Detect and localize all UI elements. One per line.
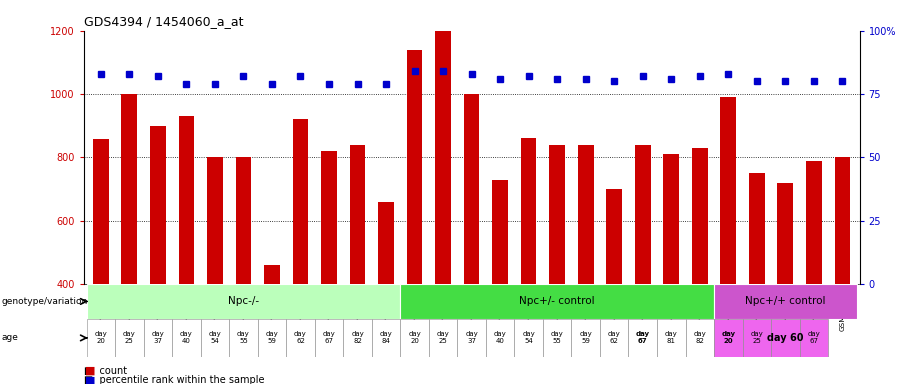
- Text: day
54: day 54: [209, 331, 221, 344]
- Bar: [150, 126, 166, 384]
- Text: day
67: day 67: [635, 331, 650, 344]
- Bar: [350, 145, 365, 384]
- Text: day
81: day 81: [665, 331, 678, 344]
- Bar: [264, 265, 280, 384]
- Bar: [343, 319, 372, 357]
- Text: genotype/variation: genotype/variation: [2, 297, 88, 306]
- Bar: [607, 189, 622, 384]
- Bar: [315, 319, 343, 357]
- Bar: [549, 145, 565, 384]
- Bar: [292, 119, 309, 384]
- Bar: [628, 319, 657, 357]
- Text: day
82: day 82: [351, 331, 364, 344]
- Text: day
40: day 40: [180, 331, 193, 344]
- Bar: [799, 319, 828, 357]
- Text: age: age: [2, 333, 19, 343]
- Text: day
55: day 55: [551, 331, 563, 344]
- Text: day 60: day 60: [767, 333, 804, 343]
- Text: day
25: day 25: [751, 331, 763, 344]
- Bar: [663, 154, 680, 384]
- Bar: [492, 180, 508, 384]
- Text: ■  count: ■ count: [84, 366, 127, 376]
- Bar: [634, 145, 651, 384]
- Text: day
37: day 37: [151, 331, 164, 344]
- Text: day
59: day 59: [266, 331, 278, 344]
- Text: day
59: day 59: [580, 331, 592, 344]
- Text: day
62: day 62: [608, 331, 621, 344]
- Text: day
67: day 67: [807, 331, 820, 344]
- Bar: [122, 94, 137, 384]
- Text: day
25: day 25: [436, 331, 449, 344]
- Bar: [201, 319, 230, 357]
- Bar: [515, 319, 543, 357]
- Bar: [178, 116, 194, 384]
- Text: day
37: day 37: [465, 331, 478, 344]
- Bar: [407, 50, 422, 384]
- Text: day
40: day 40: [494, 331, 507, 344]
- Bar: [714, 319, 742, 357]
- Bar: [521, 138, 536, 384]
- Bar: [721, 97, 736, 384]
- Bar: [207, 157, 222, 384]
- Text: day
20: day 20: [94, 331, 107, 344]
- Bar: [578, 145, 593, 384]
- Bar: [286, 319, 315, 357]
- Bar: [115, 319, 144, 357]
- Text: day
82: day 82: [693, 331, 706, 344]
- Text: day
25: day 25: [123, 331, 136, 344]
- Bar: [93, 139, 109, 384]
- Bar: [742, 319, 771, 357]
- Bar: [543, 319, 572, 357]
- Bar: [806, 161, 822, 384]
- Text: day
84: day 84: [380, 331, 392, 344]
- Text: day
55: day 55: [237, 331, 250, 344]
- Bar: [749, 173, 765, 384]
- Text: Npc+/+ control: Npc+/+ control: [745, 296, 825, 306]
- Bar: [378, 202, 394, 384]
- Bar: [771, 319, 799, 357]
- Bar: [572, 319, 600, 357]
- Bar: [236, 157, 251, 384]
- Bar: [230, 319, 257, 357]
- Text: day
62: day 62: [294, 331, 307, 344]
- Bar: [257, 319, 286, 357]
- Bar: [428, 319, 457, 357]
- Text: ■: ■: [85, 366, 95, 376]
- Bar: [834, 157, 850, 384]
- Text: ■: ■: [85, 375, 95, 384]
- Text: ■  percentile rank within the sample: ■ percentile rank within the sample: [84, 375, 265, 384]
- Bar: [172, 319, 201, 357]
- Bar: [686, 319, 714, 357]
- Bar: [464, 94, 480, 384]
- Text: Npc-/-: Npc-/-: [228, 296, 259, 306]
- Bar: [657, 319, 686, 357]
- Bar: [486, 319, 515, 357]
- Bar: [144, 319, 172, 357]
- Bar: [86, 319, 115, 357]
- Bar: [400, 284, 714, 319]
- Text: GDS4394 / 1454060_a_at: GDS4394 / 1454060_a_at: [84, 15, 243, 28]
- Bar: [600, 319, 628, 357]
- Bar: [321, 151, 337, 384]
- Bar: [86, 284, 400, 319]
- Bar: [692, 148, 707, 384]
- Bar: [372, 319, 400, 357]
- Text: day
20: day 20: [721, 331, 735, 344]
- Bar: [457, 319, 486, 357]
- Text: Npc+/- control: Npc+/- control: [519, 296, 595, 306]
- Bar: [400, 319, 428, 357]
- Text: day
67: day 67: [322, 331, 336, 344]
- Bar: [714, 284, 857, 319]
- Bar: [778, 183, 793, 384]
- Text: day
54: day 54: [522, 331, 535, 344]
- Text: day
20: day 20: [409, 331, 421, 344]
- Bar: [436, 31, 451, 384]
